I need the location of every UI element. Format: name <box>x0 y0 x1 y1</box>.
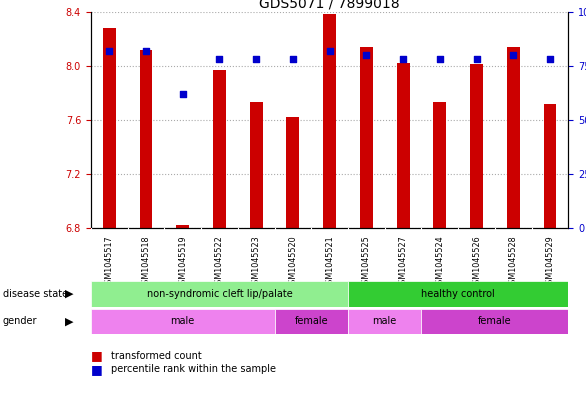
Text: percentile rank within the sample: percentile rank within the sample <box>111 364 277 375</box>
Point <box>141 48 151 54</box>
Bar <box>213 70 226 228</box>
Bar <box>287 117 299 228</box>
Point <box>104 48 114 54</box>
Text: GSM1045520: GSM1045520 <box>288 235 297 289</box>
Text: healthy control: healthy control <box>421 289 495 299</box>
Point <box>325 48 334 54</box>
Text: gender: gender <box>3 316 38 326</box>
Point <box>251 56 261 62</box>
Bar <box>323 15 336 228</box>
Bar <box>274 309 348 334</box>
Text: GSM1045524: GSM1045524 <box>435 235 444 289</box>
Bar <box>544 104 557 228</box>
Point <box>288 56 298 62</box>
Point <box>435 56 445 62</box>
Bar <box>139 50 152 228</box>
Text: GSM1045529: GSM1045529 <box>546 235 554 289</box>
Point <box>214 56 224 62</box>
Text: GSM1045528: GSM1045528 <box>509 235 518 289</box>
Bar <box>507 47 520 228</box>
Text: GSM1045521: GSM1045521 <box>325 235 334 289</box>
Text: ■: ■ <box>91 363 103 376</box>
Bar <box>91 309 274 334</box>
Text: GSM1045523: GSM1045523 <box>251 235 261 289</box>
Text: female: female <box>294 316 328 326</box>
Text: GSM1045517: GSM1045517 <box>105 235 114 289</box>
Text: GSM1045525: GSM1045525 <box>362 235 371 289</box>
Point <box>398 56 408 62</box>
Point <box>178 91 188 97</box>
Bar <box>176 225 189 228</box>
Text: disease state: disease state <box>3 289 68 299</box>
Text: ▶: ▶ <box>64 289 73 299</box>
Text: GSM1045522: GSM1045522 <box>215 235 224 289</box>
Bar <box>421 309 568 334</box>
Bar <box>348 281 568 307</box>
Point <box>546 56 555 62</box>
Bar <box>360 47 373 228</box>
Text: GSM1045527: GSM1045527 <box>398 235 408 289</box>
Point <box>362 52 371 58</box>
Text: ■: ■ <box>91 349 103 362</box>
Text: ▶: ▶ <box>64 316 73 326</box>
Title: GDS5071 / 7899018: GDS5071 / 7899018 <box>260 0 400 11</box>
Bar <box>397 63 410 228</box>
Text: transformed count: transformed count <box>111 351 202 361</box>
Text: GSM1045526: GSM1045526 <box>472 235 481 289</box>
Bar <box>348 309 421 334</box>
Bar <box>103 28 115 228</box>
Bar <box>434 102 447 228</box>
Text: non-syndromic cleft lip/palate: non-syndromic cleft lip/palate <box>146 289 292 299</box>
Text: GSM1045518: GSM1045518 <box>141 235 151 289</box>
Text: male: male <box>373 316 397 326</box>
Text: female: female <box>478 316 512 326</box>
Text: GSM1045519: GSM1045519 <box>178 235 187 289</box>
Bar <box>470 64 483 228</box>
Point <box>472 56 481 62</box>
Bar <box>91 281 348 307</box>
Text: male: male <box>171 316 195 326</box>
Bar <box>250 102 263 228</box>
Point <box>509 52 518 58</box>
